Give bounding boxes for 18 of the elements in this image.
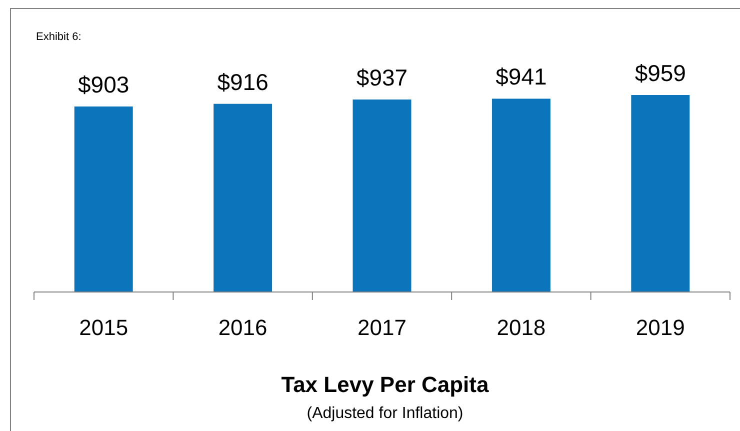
bar: [631, 95, 690, 292]
bar: [352, 100, 412, 292]
text: Tax Levy Per Capita: [281, 372, 490, 397]
bar: [214, 104, 272, 292]
text: Exhibit 6:: [36, 31, 82, 43]
data-label: $959: [634, 60, 686, 86]
data-label: $937: [356, 64, 408, 91]
text: (Adjusted for Inflation): [306, 405, 464, 422]
bar: [492, 98, 550, 292]
x-tick-label: 2018: [496, 315, 546, 340]
data-label: $903: [78, 72, 130, 98]
x-tick-label: 2017: [358, 315, 406, 340]
data-label: $941: [496, 64, 547, 90]
data-label: $916: [217, 68, 268, 95]
x-tick-label: 2015: [79, 315, 128, 340]
x-tick-label: 2019: [636, 315, 685, 340]
x-tick-label: 2016: [218, 315, 268, 340]
bar: [74, 106, 133, 292]
